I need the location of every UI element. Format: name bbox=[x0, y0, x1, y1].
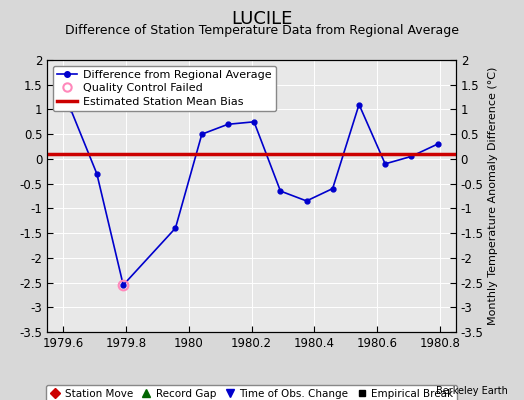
Text: Berkeley Earth: Berkeley Earth bbox=[436, 386, 508, 396]
Y-axis label: Monthly Temperature Anomaly Difference (°C): Monthly Temperature Anomaly Difference (… bbox=[488, 67, 498, 325]
Text: Difference of Station Temperature Data from Regional Average: Difference of Station Temperature Data f… bbox=[65, 24, 459, 37]
Legend: Station Move, Record Gap, Time of Obs. Change, Empirical Break: Station Move, Record Gap, Time of Obs. C… bbox=[46, 385, 457, 400]
Text: LUCILE: LUCILE bbox=[231, 10, 293, 28]
